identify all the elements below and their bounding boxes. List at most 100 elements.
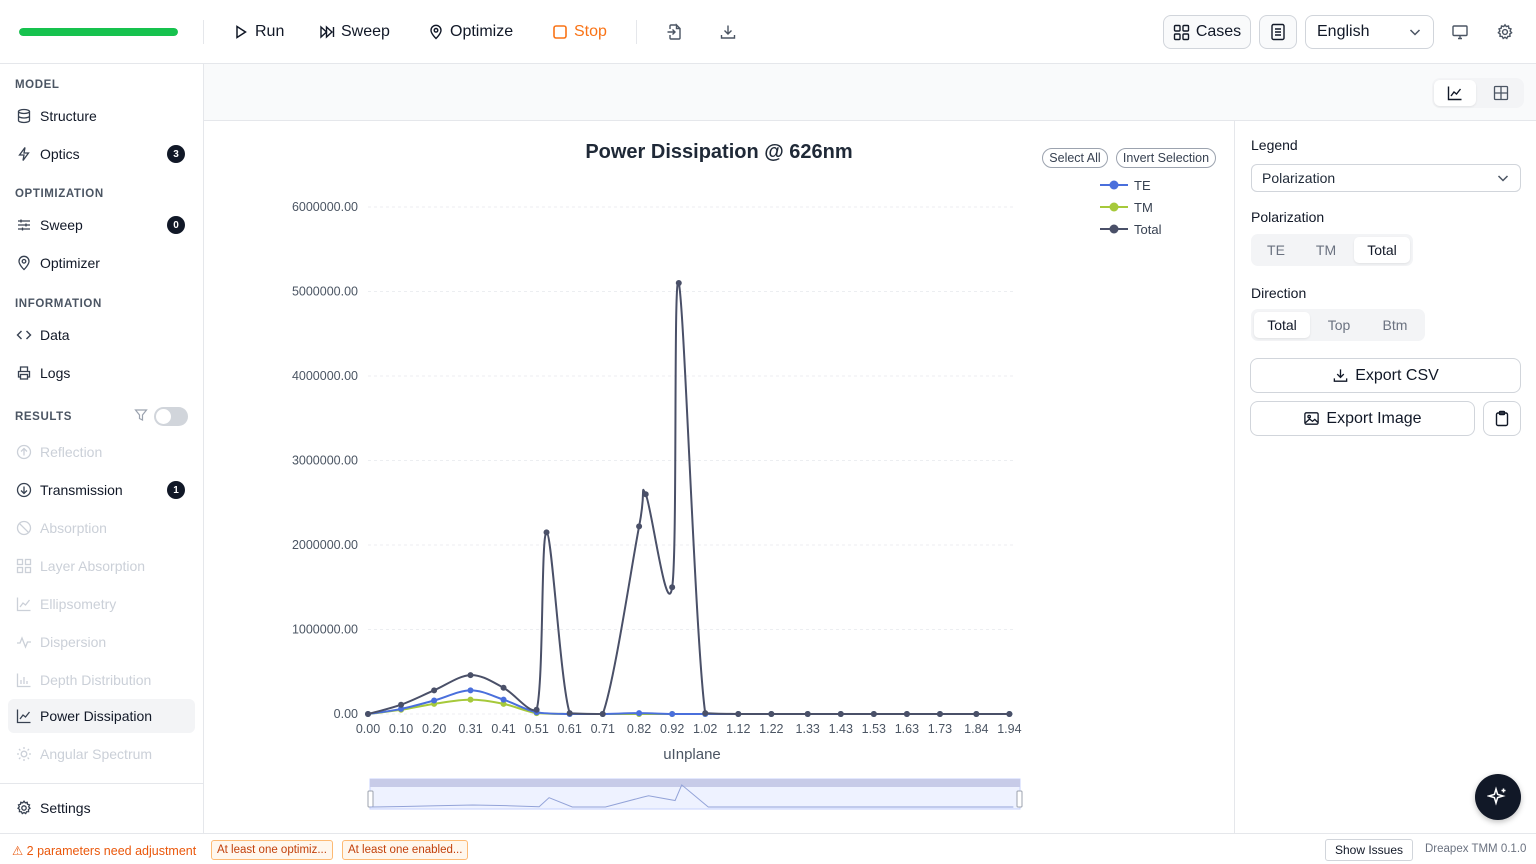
direction-option-top[interactable]: Top: [1327, 317, 1351, 333]
optimize-button[interactable]: Optimize: [428, 18, 513, 46]
warning-message[interactable]: ⚠ 2 parameters need adjustment: [12, 844, 197, 858]
sidebar-item-label: Angular Spectrum: [40, 746, 153, 762]
run-button[interactable]: Run: [233, 18, 284, 46]
polarization-option-tm[interactable]: TM: [1315, 242, 1337, 258]
download-icon: [1333, 369, 1348, 382]
x-tick-label: 1.12: [726, 722, 750, 736]
play-icon: [236, 25, 247, 39]
issue-chip-enabled[interactable]: At least one enabled...: [342, 840, 469, 860]
direction-segmented: Total Top Btm: [1251, 309, 1425, 341]
issue-chip-optimizer[interactable]: At least one optimiz...: [211, 840, 333, 860]
data-point-tm: [669, 711, 676, 717]
sidebar-item-optics[interactable]: Optics 3: [8, 137, 195, 171]
export-csv-button[interactable]: Export CSV: [1250, 358, 1521, 393]
table-view-button[interactable]: [1480, 80, 1522, 106]
polarization-option-te[interactable]: TE: [1267, 242, 1285, 258]
data-point-total: [903, 711, 910, 717]
chart-view-button[interactable]: [1434, 80, 1476, 106]
invert-selection-button[interactable]: Invert Selection: [1116, 148, 1216, 168]
direction-option-total[interactable]: Total: [1254, 312, 1310, 338]
select-all-button[interactable]: Select All: [1042, 148, 1108, 168]
legend-item-tm[interactable]: TM: [1100, 199, 1153, 215]
legend-item-total[interactable]: Total: [1100, 221, 1161, 237]
data-point-tm: [467, 696, 474, 703]
sidebar-item-logs[interactable]: Logs: [8, 356, 195, 390]
sweep-button[interactable]: Sweep: [319, 18, 390, 46]
sidebar-item-angular-spectrum[interactable]: Angular Spectrum: [8, 737, 195, 771]
sidebar-item-data[interactable]: Data: [8, 318, 195, 352]
sidebar-item-layer-absorption[interactable]: Layer Absorption: [8, 549, 195, 583]
data-point-te: [500, 696, 507, 703]
data-point-te: [903, 711, 910, 717]
export-image-button[interactable]: Export Image: [1250, 401, 1475, 436]
grid-icon: [1173, 24, 1190, 40]
data-point-tm: [936, 711, 943, 717]
data-point-total: [936, 711, 943, 717]
data-point-total: [599, 711, 606, 717]
download-button[interactable]: [716, 20, 740, 44]
stop-button[interactable]: Stop: [552, 18, 607, 46]
data-point-total: [500, 684, 507, 691]
notes-button[interactable]: [1259, 15, 1297, 49]
sidebar-item-structure[interactable]: Structure: [8, 99, 195, 133]
data-point-total: [837, 711, 844, 717]
sidebar-item-sweep[interactable]: Sweep 0: [8, 208, 195, 242]
sidebar-item-label: Depth Distribution: [40, 672, 152, 688]
settings-gear-button[interactable]: [1493, 20, 1517, 44]
x-tick-label: 1.94: [997, 722, 1021, 736]
x-tick-label: 0.10: [389, 722, 413, 736]
range-slider-left-handle: [367, 790, 374, 808]
data-point-tm: [398, 706, 405, 713]
sidebar-item-optimizer[interactable]: Optimizer: [8, 246, 195, 280]
copy-image-button[interactable]: [1483, 401, 1521, 436]
results-filter-toggle[interactable]: [154, 407, 188, 426]
chevron-down-icon: [1497, 175, 1509, 182]
x-tick-label: 0.71: [591, 722, 615, 736]
power-dissipation-chart[interactable]: 0.00 1000000.00 2000000.00 3000000.00 400000…: [204, 121, 1234, 833]
legend-select[interactable]: Polarization: [1251, 164, 1521, 192]
image-icon: [1304, 412, 1320, 425]
sidebar-item-power-dissipation[interactable]: Power Dissipation: [8, 699, 195, 733]
table-icon: [1493, 85, 1509, 101]
display-button[interactable]: [1448, 20, 1472, 44]
data-point-total: [398, 701, 405, 708]
file-import-icon: [667, 23, 681, 40]
data-point-total: [566, 710, 573, 717]
data-point-te: [973, 711, 980, 717]
main-header: [204, 64, 1536, 121]
legend-item-te[interactable]: TE: [1100, 177, 1151, 193]
data-point-total: [702, 710, 709, 717]
x-tick-label: 1.33: [796, 722, 820, 736]
cases-button[interactable]: Cases: [1163, 15, 1251, 49]
sidebar-item-transmission[interactable]: Transmission 1: [8, 473, 195, 507]
show-issues-button[interactable]: Show Issues: [1325, 839, 1413, 861]
bar-chart-icon: [16, 673, 31, 688]
language-select[interactable]: English: [1305, 15, 1434, 49]
data-point-te: [467, 687, 474, 694]
sidebar-item-label: Layer Absorption: [40, 558, 146, 574]
polarization-option-total[interactable]: Total: [1354, 237, 1410, 263]
y-tick-label: 0.00: [334, 707, 358, 721]
data-point-te: [533, 709, 540, 716]
sidebar-item-reflection[interactable]: Reflection: [8, 435, 195, 469]
sidebar-item-dispersion[interactable]: Dispersion: [8, 625, 195, 659]
sidebar-item-ellipsometry[interactable]: Ellipsometry: [8, 587, 195, 621]
sidebar-item-settings[interactable]: Settings: [8, 791, 195, 825]
data-point-te: [431, 697, 438, 704]
legend-label-te: TE: [1134, 177, 1151, 193]
data-point-tm: [804, 711, 811, 717]
ai-assistant-button[interactable]: [1475, 774, 1521, 820]
x-tick-label: 1.22: [759, 722, 783, 736]
sidebar-item-depth-distribution[interactable]: Depth Distribution: [8, 663, 195, 697]
sidebar-item-label: Data: [40, 327, 70, 343]
optics-count-badge: 3: [167, 145, 185, 163]
direction-option-btm[interactable]: Btm: [1382, 317, 1408, 333]
sidebar-item-label: Optics: [40, 146, 80, 162]
section-title-optimization: OPTIMIZATION: [15, 188, 104, 200]
import-button[interactable]: [663, 20, 687, 44]
filter-icon[interactable]: [134, 408, 148, 422]
status-bar: ⚠ 2 parameters need adjustment At least …: [0, 833, 1536, 864]
data-point-tm: [599, 711, 606, 717]
sidebar-item-absorption[interactable]: Absorption: [8, 511, 195, 545]
gear-icon: [17, 800, 31, 815]
